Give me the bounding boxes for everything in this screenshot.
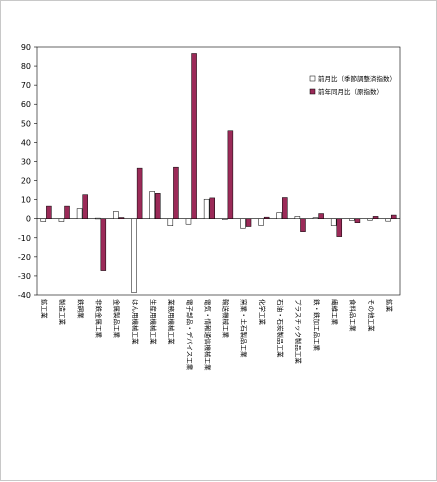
category-label: 繊維工業 [331, 299, 340, 326]
bar-yoy-19 [372, 216, 379, 219]
category-label: 石油・石炭製品工業 [276, 299, 285, 358]
y-tick-label: 60 [21, 100, 31, 109]
bar-yoy-11 [227, 130, 234, 219]
bar-yoy-3 [82, 194, 88, 219]
bar-yoy-17 [336, 218, 343, 237]
bar-yoy-10 [209, 197, 215, 219]
bar-yoy-20 [390, 214, 397, 219]
category-label: 業務用機械工業 [167, 299, 176, 345]
y-tick-label: -20 [18, 253, 31, 262]
plot-area [36, 46, 401, 296]
bar-mom-11 [222, 218, 228, 220]
y-tick-label: -10 [18, 234, 31, 243]
bar-mom-13 [258, 218, 264, 226]
category-label: その他工業 [367, 299, 376, 332]
bar-yoy-12 [245, 218, 252, 227]
category-label: プラスチック製品工業 [294, 299, 303, 364]
bar-yoy-13 [263, 216, 270, 219]
legend-swatch-2 [309, 88, 316, 95]
category-label: 化学工業 [258, 299, 267, 326]
x-axis-labels: 鉱工業 製造工業 鉄鋼業 非鉄金属工業 金属製品工業 はん用機械工業 生産用機械工業 業務用機… [40, 299, 394, 371]
y-tick-label: -30 [18, 272, 31, 281]
bar-mom-7 [149, 191, 155, 219]
bar-mom-5 [113, 211, 119, 219]
category-label: 食料品工業 [349, 299, 358, 332]
bar-yoy-14 [282, 197, 288, 219]
y-tick-label: 50 [21, 119, 31, 128]
category-label: 輸送機械工業 [222, 299, 231, 339]
y-axis: 90 80 70 60 50 40 30 20 10 0 -10 -20 -30 -40 [18, 43, 37, 300]
bar-yoy-5 [118, 217, 125, 219]
bar-mom-10 [203, 198, 210, 219]
category-label: 製造工業 [58, 299, 67, 326]
bar-yoy-18 [354, 218, 361, 223]
category-label: 鉄鋼業 [76, 299, 85, 319]
bar-mom-15 [294, 216, 301, 219]
category-label: 窯業・土石製品工業 [240, 299, 249, 358]
bar-mom-14 [276, 212, 282, 219]
legend-label-1: 前月比（季節調整済指数） [318, 74, 396, 83]
bar-mom-18 [349, 218, 355, 221]
bar-mom-2 [58, 218, 65, 222]
category-label: 電気・情報通信機械工業 [203, 299, 212, 371]
category-label: 非鉄金属工業 [95, 299, 104, 339]
bar-yoy-6 [136, 167, 143, 219]
bar-mom-8 [167, 218, 174, 227]
bar-mom-17 [330, 218, 337, 226]
y-tick-label: 80 [21, 62, 31, 71]
bar-mom-16 [312, 217, 319, 219]
bar-yoy-1 [46, 205, 52, 219]
bar-yoy-16 [318, 213, 324, 219]
bar-yoy-9 [191, 53, 197, 219]
category-label: 電子部品・デバイス工業 [185, 299, 194, 371]
y-tick-label: 90 [21, 43, 31, 52]
category-label: 生産用機械工業 [149, 299, 158, 345]
legend: 前月比（季節調整済指数） 前年同月比（原指数） [309, 74, 396, 96]
y-tick-label: -40 [18, 291, 31, 300]
bar-mom-3 [76, 208, 83, 219]
y-tick-label: 40 [21, 138, 31, 147]
y-tick-label: 30 [21, 157, 31, 166]
bars [40, 53, 397, 293]
y-tick-label: 0 [26, 215, 31, 224]
bar-mom-12 [240, 218, 246, 229]
bar-mom-19 [367, 218, 373, 221]
y-tick-label: 70 [21, 81, 31, 90]
category-label: 金属製品工業 [113, 299, 122, 339]
bar-mom-4 [94, 217, 101, 220]
legend-label-2: 前年同月比（原指数） [318, 87, 383, 96]
bar-yoy-2 [64, 205, 70, 219]
bar-mom-1 [40, 218, 47, 222]
bar-yoy-15 [300, 218, 306, 232]
category-label: 鉄・鉄加工品工業 [312, 299, 321, 352]
y-tick-label: 20 [21, 177, 31, 186]
category-label: 鉱業 [385, 299, 394, 313]
category-label: 鉱工業 [40, 299, 49, 319]
bar-mom-6 [131, 218, 137, 293]
category-label: はん用機械工業 [131, 299, 140, 345]
bar-mom-20 [385, 218, 391, 222]
bar-yoy-4 [100, 218, 107, 271]
bar-mom-9 [185, 218, 192, 225]
legend-swatch-1 [309, 75, 316, 82]
plot-border [36, 46, 401, 296]
y-tick-label: 10 [21, 196, 31, 205]
bar-yoy-7 [155, 193, 161, 219]
bar-yoy-8 [173, 166, 179, 219]
